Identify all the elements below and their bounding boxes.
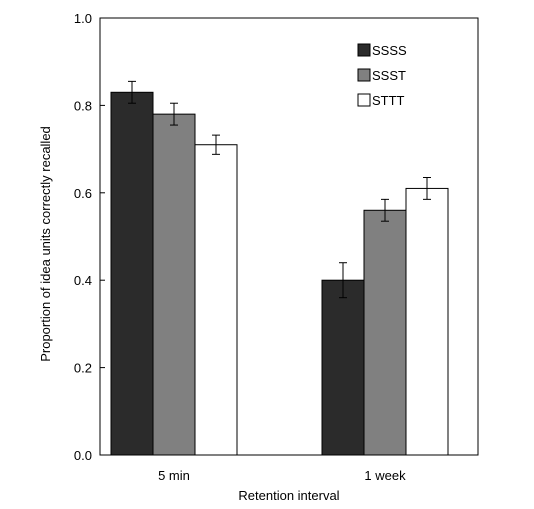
legend-swatch-sttt xyxy=(357,93,371,107)
y-axis: 0.0 0.2 0.4 0.6 0.8 1.0 xyxy=(74,11,105,463)
x-axis-label: Retention interval xyxy=(238,488,339,503)
x-tick-label: 5 min xyxy=(158,468,190,483)
legend-label-ssst: SSST xyxy=(372,68,406,83)
bars-group xyxy=(110,80,449,456)
y-tick-label: 0.8 xyxy=(74,98,92,113)
bar-ssss-1 xyxy=(321,279,365,456)
bar-sttt-1 xyxy=(405,187,449,456)
plot-border xyxy=(99,17,479,456)
legend-label-sttt: STTT xyxy=(372,93,405,108)
y-tick-label: 0.4 xyxy=(74,273,92,288)
y-axis-label: Proportion of idea units correctly recal… xyxy=(38,126,53,362)
bar-sttt-0 xyxy=(194,144,238,456)
bar-ssst-0 xyxy=(152,113,196,456)
y-tick-label: 1.0 xyxy=(74,11,92,26)
y-tick-label: 0.6 xyxy=(74,186,92,201)
bar-ssst-1 xyxy=(363,209,407,456)
plot-frame xyxy=(99,17,479,456)
y-tick-label: 0.0 xyxy=(74,448,92,463)
bar-ssss-0 xyxy=(110,91,154,456)
y-tick-label: 0.2 xyxy=(74,361,92,376)
legend-label-ssss: SSSS xyxy=(372,43,407,58)
legend-swatch-ssss xyxy=(357,43,371,57)
legend-swatch-ssst xyxy=(357,68,371,82)
x-tick-label: 1 week xyxy=(364,468,406,483)
legend: SSSS SSST STTT xyxy=(357,43,407,108)
